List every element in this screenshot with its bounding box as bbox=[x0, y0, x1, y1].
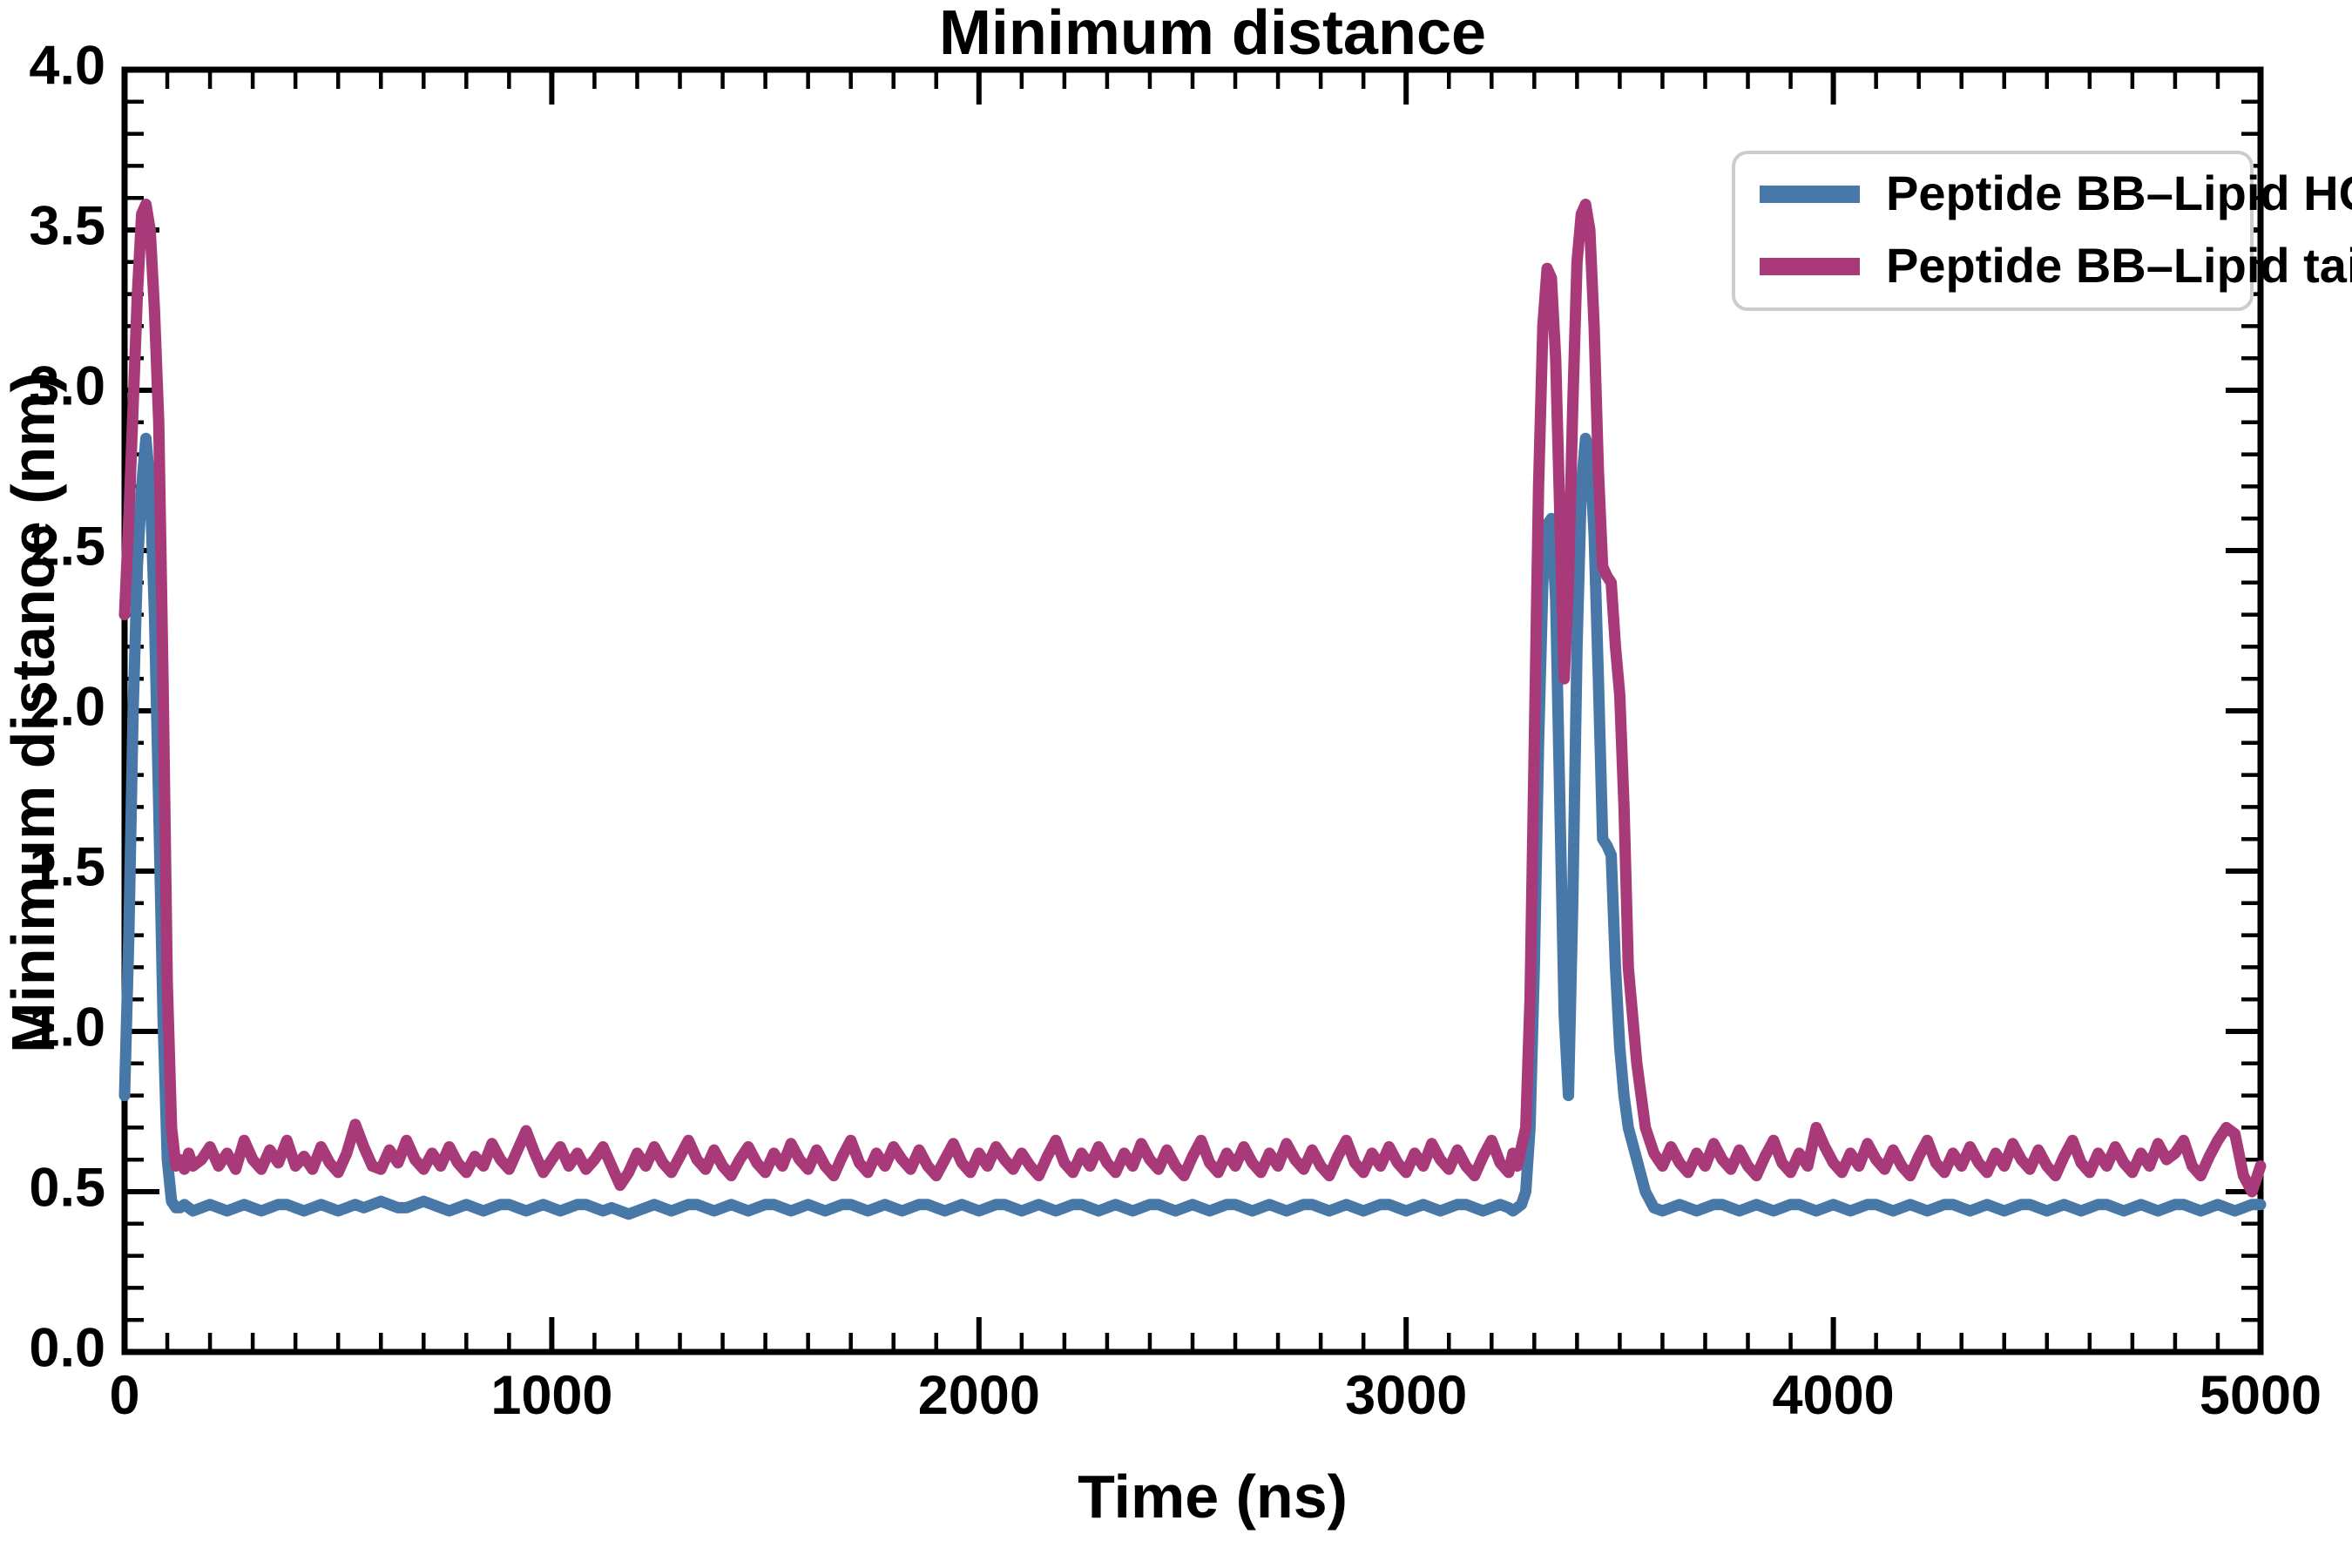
axis-tick-labels: 0 1000 2000 3000 4000 5000 0.0 0.5 1.0 1.5 2.0 2.5 3… bbox=[29, 36, 2322, 1426]
x-tick-label: 2000 bbox=[918, 1365, 1040, 1426]
y-tick-label: 2.5 bbox=[29, 517, 105, 578]
y-tick-label: 4.0 bbox=[29, 36, 105, 97]
x-tick-label: 3000 bbox=[1345, 1365, 1467, 1426]
x-tick-label: 5000 bbox=[2200, 1365, 2322, 1426]
chart-legend[interactable]: Peptide BB–Lipid HGs Peptide BB–Lipid tai… bbox=[1732, 151, 2352, 311]
x-tick-label: 4000 bbox=[1773, 1365, 1895, 1426]
x-tick-label: 1000 bbox=[490, 1365, 612, 1426]
chart-title: Minimum distance bbox=[939, 0, 1486, 68]
legend-label-hgs: Peptide BB–Lipid HGs bbox=[1886, 166, 2352, 220]
y-tick-label: 1.0 bbox=[29, 997, 105, 1058]
data-series-layer bbox=[118, 199, 2267, 1220]
y-tick-label: 2.0 bbox=[29, 677, 105, 738]
series-line-hgs bbox=[118, 432, 2267, 1220]
series-line-tails bbox=[118, 199, 2267, 1198]
x-axis-title: Time (ns) bbox=[1078, 1463, 1348, 1531]
y-tick-label: 0.0 bbox=[29, 1318, 105, 1379]
y-tick-label: 3.0 bbox=[29, 356, 105, 417]
y-axis-title: Minimum distance (nm) bbox=[0, 372, 67, 1053]
x-tick-label: 0 bbox=[109, 1365, 139, 1426]
y-tick-label: 3.5 bbox=[29, 196, 105, 257]
y-tick-label: 1.5 bbox=[29, 837, 105, 898]
legend-label-tails: Peptide BB–Lipid tails bbox=[1886, 238, 2352, 293]
y-tick-label: 0.5 bbox=[29, 1158, 105, 1219]
legend-box bbox=[1732, 151, 2254, 311]
